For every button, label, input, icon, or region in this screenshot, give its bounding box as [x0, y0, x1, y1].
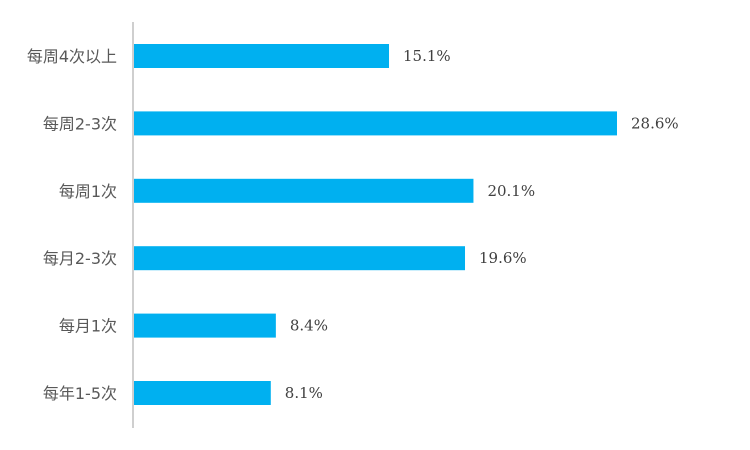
category-label-0: 每周4次以上 — [27, 47, 117, 66]
value-labels-group: 15.1% 28.6% 20.1% 19.6% 8.4% 8.1% — [285, 47, 679, 402]
bar-4 — [134, 313, 276, 338]
category-label-5: 每年1-5次 — [43, 384, 117, 403]
value-label-4: 8.4% — [290, 317, 328, 335]
value-label-5: 8.1% — [285, 384, 323, 402]
category-label-2: 每周1次 — [59, 182, 117, 201]
value-label-3: 19.6% — [479, 249, 527, 267]
bar-3 — [134, 246, 466, 271]
value-label-1: 28.6% — [631, 114, 679, 132]
category-label-3: 每月2-3次 — [43, 249, 117, 268]
value-label-2: 20.1% — [487, 182, 535, 200]
value-label-0: 15.1% — [403, 47, 451, 65]
bars-group — [134, 44, 617, 405]
bar-2 — [134, 178, 474, 203]
category-label-4: 每月1次 — [59, 317, 117, 336]
category-label-1: 每周2-3次 — [43, 114, 117, 133]
bar-0 — [134, 44, 390, 68]
bar-1 — [134, 111, 617, 136]
bar-5 — [134, 381, 271, 405]
